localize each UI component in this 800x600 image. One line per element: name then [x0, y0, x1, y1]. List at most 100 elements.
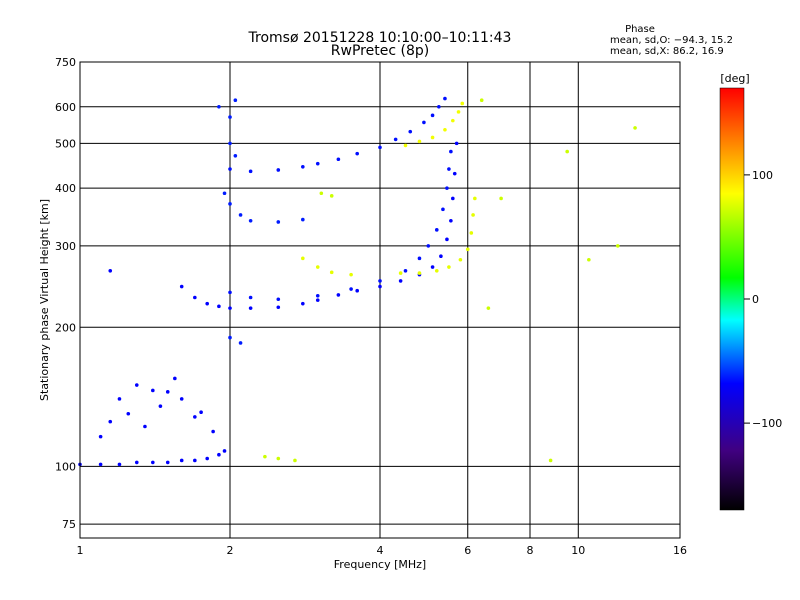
data-point [315, 298, 320, 302]
data-point [633, 126, 637, 130]
data-point [378, 279, 382, 283]
y-tick-label: 600 [55, 101, 76, 114]
data-point [143, 424, 147, 429]
data-point [301, 301, 305, 306]
data-point [473, 196, 477, 201]
data-point [179, 458, 184, 463]
data-point [443, 96, 447, 101]
data-point [233, 154, 238, 158]
grid-lines [79, 61, 681, 538]
data-point [117, 462, 122, 467]
data-point [479, 98, 484, 103]
data-point [151, 388, 155, 393]
x-axis-label: Frequency [MHz] [334, 558, 426, 571]
phase-info-header: Phase [625, 24, 655, 35]
data-point [211, 429, 215, 434]
colorbar-ticks: 100 0 −100 [744, 169, 782, 430]
data-point [228, 202, 232, 206]
data-point [458, 257, 463, 262]
data-point [447, 265, 451, 269]
phase-info-x: mean, sd,X: 86.2, 16.9 [610, 46, 724, 57]
data-point [108, 269, 113, 273]
data-point [276, 456, 281, 461]
x-tick-label: 1 [77, 544, 84, 557]
data-point [430, 135, 435, 140]
data-point [117, 397, 122, 401]
data-point [248, 218, 253, 223]
data-point [228, 306, 232, 310]
data-point [293, 458, 297, 463]
data-point [403, 143, 408, 148]
data-point [217, 304, 221, 309]
data-point [430, 113, 435, 118]
data-point [460, 101, 465, 106]
plot-frame [79, 61, 681, 539]
data-point [228, 115, 232, 119]
data-point [276, 168, 281, 172]
data-point [248, 295, 253, 300]
data-point [233, 98, 238, 103]
data-point [228, 141, 232, 146]
chart-subtitle: RwPretec (8p) [331, 43, 429, 59]
y-tick-label: 100 [55, 460, 76, 473]
phase-info-o: mean, sd,O: −94.3, 15.2 [610, 35, 733, 46]
colorbar-tick-label: 0 [752, 293, 759, 306]
data-point [426, 244, 431, 248]
data-point [217, 104, 221, 109]
data-point [449, 149, 453, 154]
data-point [565, 149, 569, 154]
data-point [179, 397, 184, 401]
data-point [238, 341, 243, 345]
data-point [615, 244, 620, 248]
data-point [349, 287, 353, 291]
data-point [134, 460, 139, 465]
data-point [205, 456, 209, 461]
data-point [315, 265, 320, 269]
data-point [173, 376, 177, 381]
y-tick-labels: 75 100 200 300 400 500 600 750 [55, 56, 76, 531]
data-point [319, 191, 324, 196]
data-point [165, 460, 170, 465]
x-tick-labels: 1 2 4 6 8 10 16 [77, 544, 688, 557]
data-point [443, 128, 447, 132]
data-point [587, 257, 591, 262]
data-point [378, 284, 382, 289]
data-point [301, 256, 305, 261]
data-point [471, 213, 475, 217]
data-point [378, 145, 382, 150]
y-tick-label: 500 [55, 137, 76, 150]
data-point [439, 254, 443, 259]
data-point [329, 270, 334, 275]
data-point [315, 161, 320, 166]
data-point [447, 167, 451, 171]
data-point [205, 301, 209, 306]
data-point [355, 151, 359, 156]
data-point [108, 419, 113, 424]
data-point [452, 171, 457, 176]
data-point [179, 284, 184, 289]
data-point [134, 383, 139, 387]
x-tick-label: 10 [571, 544, 585, 557]
data-point [451, 118, 455, 123]
data-point [445, 237, 449, 242]
data-point [465, 247, 470, 252]
data-point [248, 169, 253, 174]
data-point [548, 458, 553, 463]
x-tick-label: 4 [377, 544, 384, 557]
data-point [393, 137, 398, 142]
data-point [98, 462, 103, 467]
data-point [217, 452, 221, 457]
colorbar-tick-label: 100 [752, 169, 773, 182]
y-tick-label: 400 [55, 182, 76, 195]
data-point [469, 231, 474, 235]
data-point [437, 104, 441, 109]
data-point [199, 410, 203, 415]
colorbar-label: [deg] [720, 72, 749, 85]
data-point [454, 141, 459, 146]
data-point [355, 288, 359, 293]
data-point [398, 271, 403, 275]
data-point [434, 269, 439, 273]
data-point [315, 293, 320, 298]
data-point [301, 164, 305, 169]
